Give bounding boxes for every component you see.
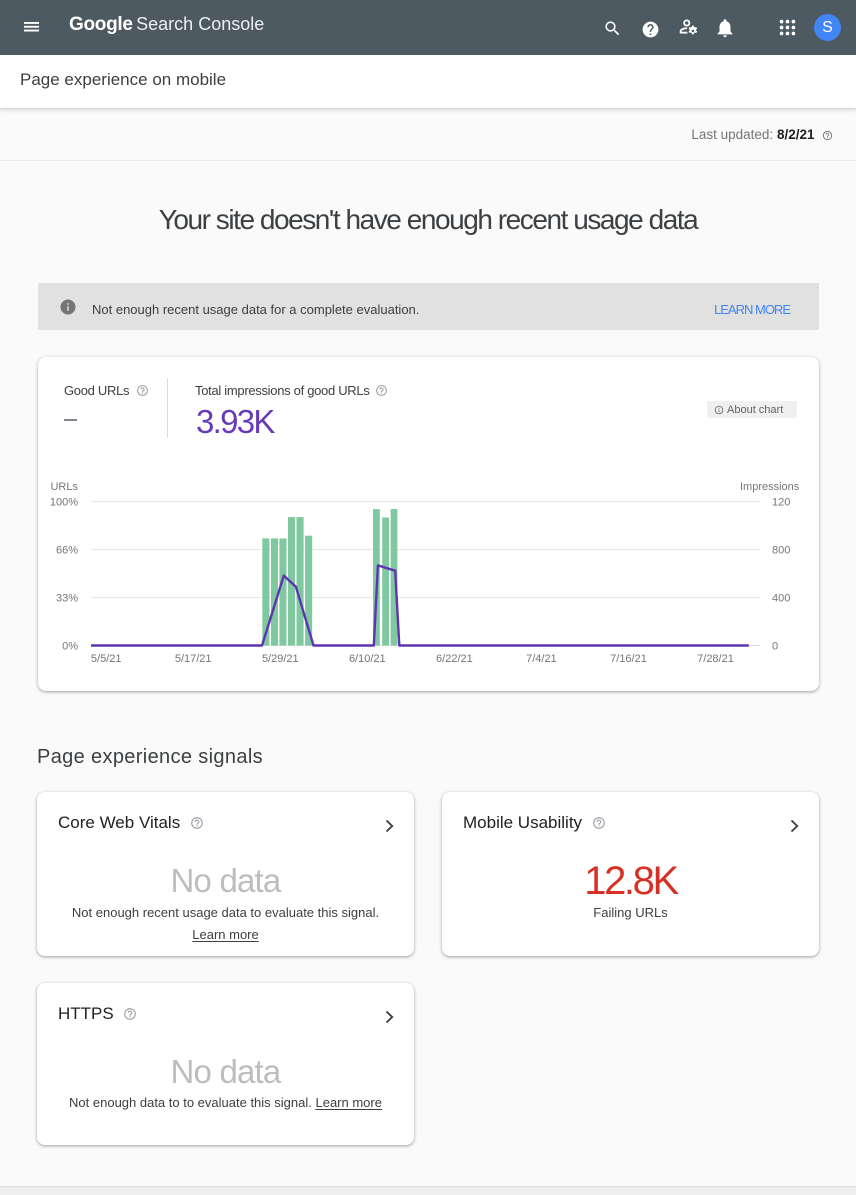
svg-text:5/17/21: 5/17/21 [175, 653, 212, 665]
svg-text:800: 800 [772, 545, 790, 557]
svg-text:7/16/21: 7/16/21 [610, 653, 647, 665]
svg-text:0%: 0% [62, 641, 78, 653]
svg-text:5/5/21: 5/5/21 [91, 653, 122, 665]
svg-text:Impressions: Impressions [740, 481, 800, 493]
svg-text:66%: 66% [56, 545, 78, 557]
svg-text:400: 400 [772, 593, 790, 605]
svg-text:100%: 100% [50, 497, 78, 509]
svg-text:120: 120 [772, 497, 790, 509]
svg-text:6/10/21: 6/10/21 [349, 653, 386, 665]
svg-text:6/22/21: 6/22/21 [436, 653, 473, 665]
svg-text:7/28/21: 7/28/21 [697, 653, 734, 665]
svg-text:7/4/21: 7/4/21 [526, 653, 557, 665]
svg-text:0: 0 [772, 641, 778, 653]
svg-text:33%: 33% [56, 593, 78, 605]
svg-text:URLs: URLs [50, 481, 78, 493]
svg-text:5/29/21: 5/29/21 [262, 653, 299, 665]
